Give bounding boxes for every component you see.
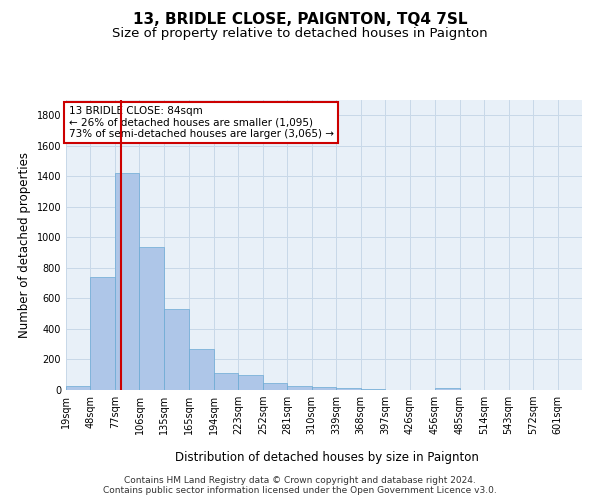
Bar [263, 383, 287, 390]
Bar [238, 374, 263, 390]
Text: Distribution of detached houses by size in Paignton: Distribution of detached houses by size … [175, 451, 479, 464]
Y-axis label: Number of detached properties: Number of detached properties [18, 152, 31, 338]
Bar [189, 349, 214, 390]
Bar [361, 389, 385, 390]
Bar [336, 388, 361, 390]
Bar [214, 373, 238, 390]
Text: 13 BRIDLE CLOSE: 84sqm
← 26% of detached houses are smaller (1,095)
73% of semi-: 13 BRIDLE CLOSE: 84sqm ← 26% of detached… [68, 106, 334, 139]
Text: Size of property relative to detached houses in Paignton: Size of property relative to detached ho… [112, 28, 488, 40]
Bar [312, 386, 336, 390]
Text: 13, BRIDLE CLOSE, PAIGNTON, TQ4 7SL: 13, BRIDLE CLOSE, PAIGNTON, TQ4 7SL [133, 12, 467, 28]
Bar [139, 248, 164, 390]
Bar [164, 309, 189, 390]
Text: Contains HM Land Registry data © Crown copyright and database right 2024.
Contai: Contains HM Land Registry data © Crown c… [103, 476, 497, 495]
Bar [115, 174, 139, 390]
Bar [435, 388, 460, 390]
Bar [287, 386, 312, 390]
Bar [91, 277, 115, 390]
Bar [66, 386, 91, 390]
